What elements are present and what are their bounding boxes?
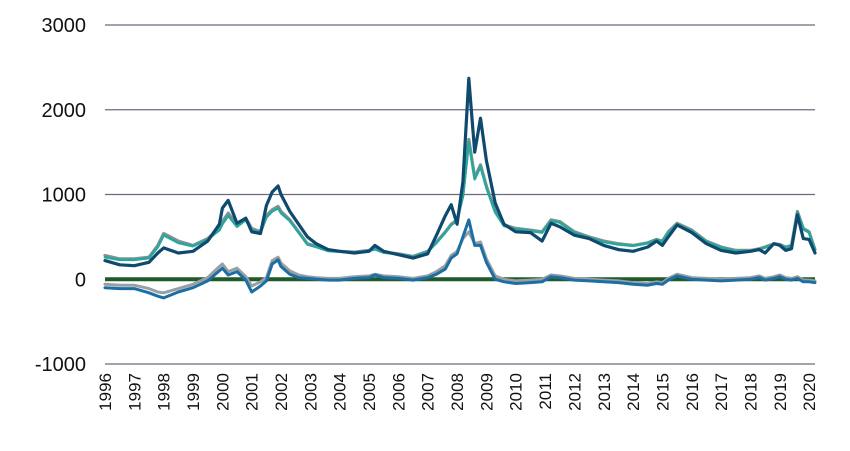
y-tick-label: 0 bbox=[75, 269, 86, 291]
x-tick-label: 2002 bbox=[272, 373, 291, 411]
x-tick-label: 2013 bbox=[595, 373, 614, 411]
y-tick-label: 3000 bbox=[42, 15, 87, 37]
x-tick-label: 2001 bbox=[243, 373, 262, 411]
y-axis-tick-labels: -1000 0 1000 2000 3000 bbox=[35, 15, 86, 376]
x-tick-label: 1997 bbox=[125, 373, 144, 411]
x-tick-label: 2012 bbox=[565, 373, 584, 411]
x-tick-label: 2014 bbox=[624, 373, 643, 411]
y-tick-label: -1000 bbox=[35, 354, 86, 376]
x-tick-label: 2003 bbox=[301, 373, 320, 411]
grid-lines bbox=[105, 24, 815, 365]
series-layer bbox=[103, 76, 817, 300]
x-tick-label: 2006 bbox=[389, 373, 408, 411]
x-tick-label: 2017 bbox=[712, 373, 731, 411]
x-tick-label: 2004 bbox=[331, 373, 350, 411]
y-tick-label: 1000 bbox=[42, 185, 87, 207]
series-line-4 bbox=[103, 218, 817, 300]
x-tick-label: 2018 bbox=[741, 373, 760, 411]
x-tick-label: 2000 bbox=[213, 373, 232, 411]
x-tick-label: 1998 bbox=[155, 373, 174, 411]
x-tick-label: 2016 bbox=[683, 373, 702, 411]
x-tick-label: 1996 bbox=[96, 373, 115, 411]
x-tick-label: 2009 bbox=[477, 373, 496, 411]
x-tick-label: 2010 bbox=[507, 373, 526, 411]
x-tick-label: 2011 bbox=[536, 373, 555, 410]
x-tick-label: 2020 bbox=[800, 373, 819, 411]
x-tick-label: 1999 bbox=[184, 373, 203, 411]
x-axis-tick-labels: 1996 1997 1998 1999 2000 2001 2002 2003 2004 2005… bbox=[96, 373, 819, 411]
x-tick-label: 2007 bbox=[419, 373, 438, 411]
x-tick-label: 2019 bbox=[771, 373, 790, 411]
x-tick-label: 2008 bbox=[448, 373, 467, 411]
y-tick-label: 2000 bbox=[42, 100, 87, 122]
x-tick-label: 2005 bbox=[360, 373, 379, 411]
series-line-1 bbox=[103, 76, 817, 268]
x-tick-label: 2015 bbox=[653, 373, 672, 411]
